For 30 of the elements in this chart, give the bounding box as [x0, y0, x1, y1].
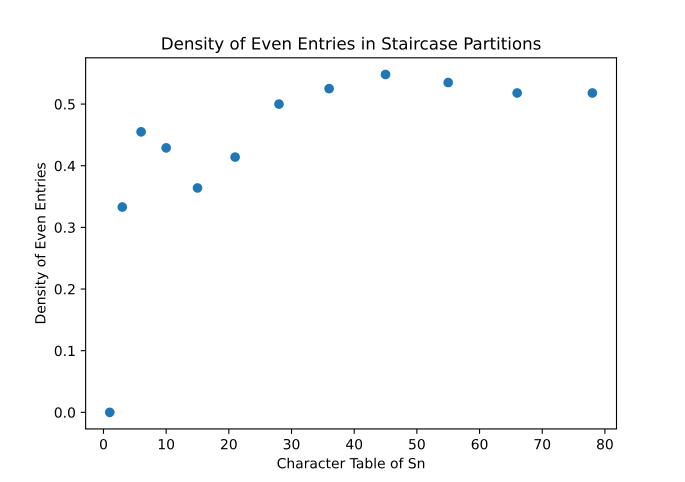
x-tick-label: 70 [534, 438, 550, 450]
point [274, 99, 284, 109]
point [380, 70, 390, 80]
x-tick-label: 40 [346, 438, 362, 450]
y-tick-label: 0.3 [54, 222, 75, 233]
point [136, 126, 146, 137]
point [161, 142, 172, 153]
point [443, 78, 454, 88]
y-tick-label: 0.2 [54, 284, 75, 295]
y-tick-label: 0.1 [54, 346, 75, 356]
y-tick-label: 0.5 [54, 99, 75, 110]
point [117, 202, 128, 212]
x-tick-label: 80 [597, 438, 613, 450]
x-tick-label: 0 [100, 438, 107, 450]
chart-title: Density of Even Entries in Staircase Partitions [162, 36, 541, 53]
point [104, 407, 115, 418]
y-tick-label: 0.0 [54, 407, 75, 418]
x-tick-label: 10 [158, 438, 174, 450]
x-tick-label: 30 [284, 438, 300, 450]
y-tick-label: 0.4 [54, 160, 76, 172]
point [324, 84, 334, 94]
x-axis-title: Character Table of Sn [277, 458, 424, 468]
point [192, 183, 202, 193]
x-tick-label: 60 [472, 438, 488, 450]
point [512, 88, 522, 98]
point [230, 152, 240, 162]
x-tick-label: 50 [409, 438, 425, 450]
x-tick-label: 20 [221, 438, 237, 450]
point [588, 88, 598, 98]
y-axis-title: Density of Even Entries [34, 163, 48, 324]
